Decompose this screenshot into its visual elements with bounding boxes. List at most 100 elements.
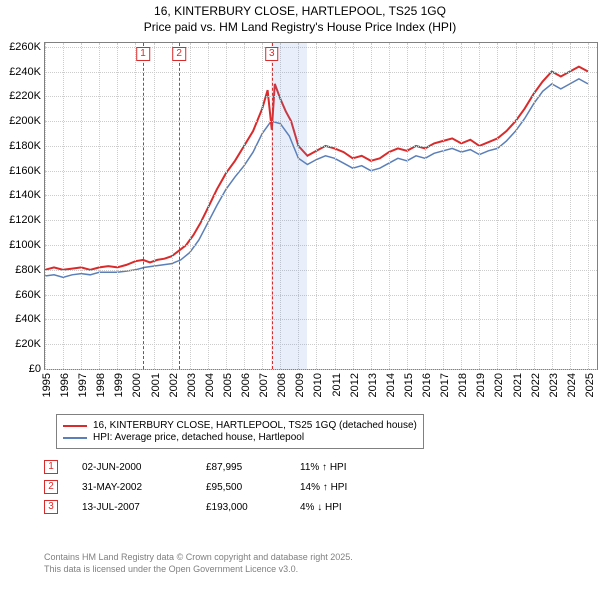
gridline-v — [117, 43, 118, 369]
gridline-h — [45, 245, 597, 246]
gridline-v — [371, 43, 372, 369]
sale-marker-line — [272, 43, 273, 369]
y-tick-label: £260K — [9, 41, 45, 53]
x-tick-label: 2022 — [530, 373, 542, 397]
y-tick-label: £80K — [15, 264, 45, 276]
y-tick-label: £220K — [9, 90, 45, 102]
sales-price: £193,000 — [206, 502, 276, 513]
gridline-h — [45, 195, 597, 196]
x-tick-label: 2005 — [222, 373, 234, 397]
y-tick-label: £140K — [9, 189, 45, 201]
legend-swatch — [63, 425, 87, 427]
gridline-v — [63, 43, 64, 369]
gridline-v — [244, 43, 245, 369]
gridline-h — [45, 146, 597, 147]
x-tick-label: 2024 — [566, 373, 578, 397]
chart-title: 16, KINTERBURY CLOSE, HARTLEPOOL, TS25 1… — [0, 0, 600, 35]
gridline-h — [45, 47, 597, 48]
x-tick-label: 2015 — [403, 373, 415, 397]
gridline-v — [461, 43, 462, 369]
sales-date: 13-JUL-2007 — [82, 502, 182, 513]
y-tick-label: £40K — [15, 313, 45, 325]
gridline-v — [135, 43, 136, 369]
y-tick-label: £20K — [15, 338, 45, 350]
sales-badge: 1 — [44, 460, 58, 474]
x-tick-label: 2004 — [204, 373, 216, 397]
gridline-v — [552, 43, 553, 369]
gridline-v — [570, 43, 571, 369]
y-tick-label: £200K — [9, 115, 45, 127]
gridline-v — [588, 43, 589, 369]
sales-delta: 11% ↑ HPI — [300, 462, 380, 473]
x-tick-label: 1999 — [113, 373, 125, 397]
gridline-h — [45, 369, 597, 370]
sale-marker-line — [143, 43, 144, 369]
gridline-h — [45, 121, 597, 122]
x-tick-label: 2009 — [294, 373, 306, 397]
x-tick-label: 1995 — [41, 373, 53, 397]
sales-row: 2 31-MAY-2002 £95,500 14% ↑ HPI — [44, 480, 380, 494]
x-tick-label: 2011 — [331, 373, 343, 397]
x-tick-label: 2016 — [421, 373, 433, 397]
gridline-v — [172, 43, 173, 369]
legend-row: 16, KINTERBURY CLOSE, HARTLEPOOL, TS25 1… — [63, 420, 417, 431]
gridline-v — [226, 43, 227, 369]
gridline-h — [45, 344, 597, 345]
x-tick-label: 2018 — [457, 373, 469, 397]
sale-marker-line — [179, 43, 180, 369]
gridline-v — [353, 43, 354, 369]
gridline-h — [45, 220, 597, 221]
x-tick-label: 2007 — [258, 373, 270, 397]
gridline-v — [389, 43, 390, 369]
sale-marker-badge: 2 — [172, 47, 186, 61]
legend: 16, KINTERBURY CLOSE, HARTLEPOOL, TS25 1… — [56, 414, 424, 449]
y-tick-label: £60K — [15, 289, 45, 301]
gridline-v — [443, 43, 444, 369]
sales-badge: 3 — [44, 500, 58, 514]
gridline-h — [45, 295, 597, 296]
x-tick-label: 2020 — [493, 373, 505, 397]
gridline-v — [407, 43, 408, 369]
gridline-v — [45, 43, 46, 369]
title-line-1: 16, KINTERBURY CLOSE, HARTLEPOOL, TS25 1… — [0, 4, 600, 20]
gridline-h — [45, 96, 597, 97]
gridline-v — [99, 43, 100, 369]
y-tick-label: £100K — [9, 239, 45, 251]
gridline-v — [335, 43, 336, 369]
sales-price: £95,500 — [206, 482, 276, 493]
sales-price: £87,995 — [206, 462, 276, 473]
gridline-v — [208, 43, 209, 369]
x-tick-label: 2025 — [584, 373, 596, 397]
gridline-v — [81, 43, 82, 369]
legend-label: 16, KINTERBURY CLOSE, HARTLEPOOL, TS25 1… — [93, 420, 417, 431]
gridline-v — [534, 43, 535, 369]
legend-label: HPI: Average price, detached house, Hart… — [93, 432, 304, 443]
gridline-v — [190, 43, 191, 369]
x-tick-label: 1996 — [59, 373, 71, 397]
gridline-v — [316, 43, 317, 369]
sales-delta: 14% ↑ HPI — [300, 482, 380, 493]
sales-badge: 2 — [44, 480, 58, 494]
chart-container: 16, KINTERBURY CLOSE, HARTLEPOOL, TS25 1… — [0, 0, 600, 590]
legend-row: HPI: Average price, detached house, Hart… — [63, 432, 417, 443]
y-tick-label: £180K — [9, 140, 45, 152]
gridline-h — [45, 270, 597, 271]
sales-date: 31-MAY-2002 — [82, 482, 182, 493]
x-tick-label: 2006 — [240, 373, 252, 397]
sales-row: 313-JUL-2007£193,0004% ↓ HPI — [44, 500, 380, 514]
x-tick-label: 2023 — [548, 373, 560, 397]
gridline-v — [154, 43, 155, 369]
gridline-h — [45, 319, 597, 320]
gridline-v — [425, 43, 426, 369]
x-tick-label: 2003 — [186, 373, 198, 397]
y-tick-label: £240K — [9, 66, 45, 78]
x-tick-label: 2013 — [367, 373, 379, 397]
gridline-h — [45, 72, 597, 73]
legend-swatch — [63, 437, 87, 439]
y-tick-label: £120K — [9, 214, 45, 226]
sale-marker-badge: 1 — [136, 47, 150, 61]
x-tick-label: 2012 — [349, 373, 361, 397]
x-tick-label: 2002 — [168, 373, 180, 397]
footer-line-2: This data is licensed under the Open Gov… — [44, 564, 353, 576]
title-line-2: Price paid vs. HM Land Registry's House … — [0, 20, 600, 36]
